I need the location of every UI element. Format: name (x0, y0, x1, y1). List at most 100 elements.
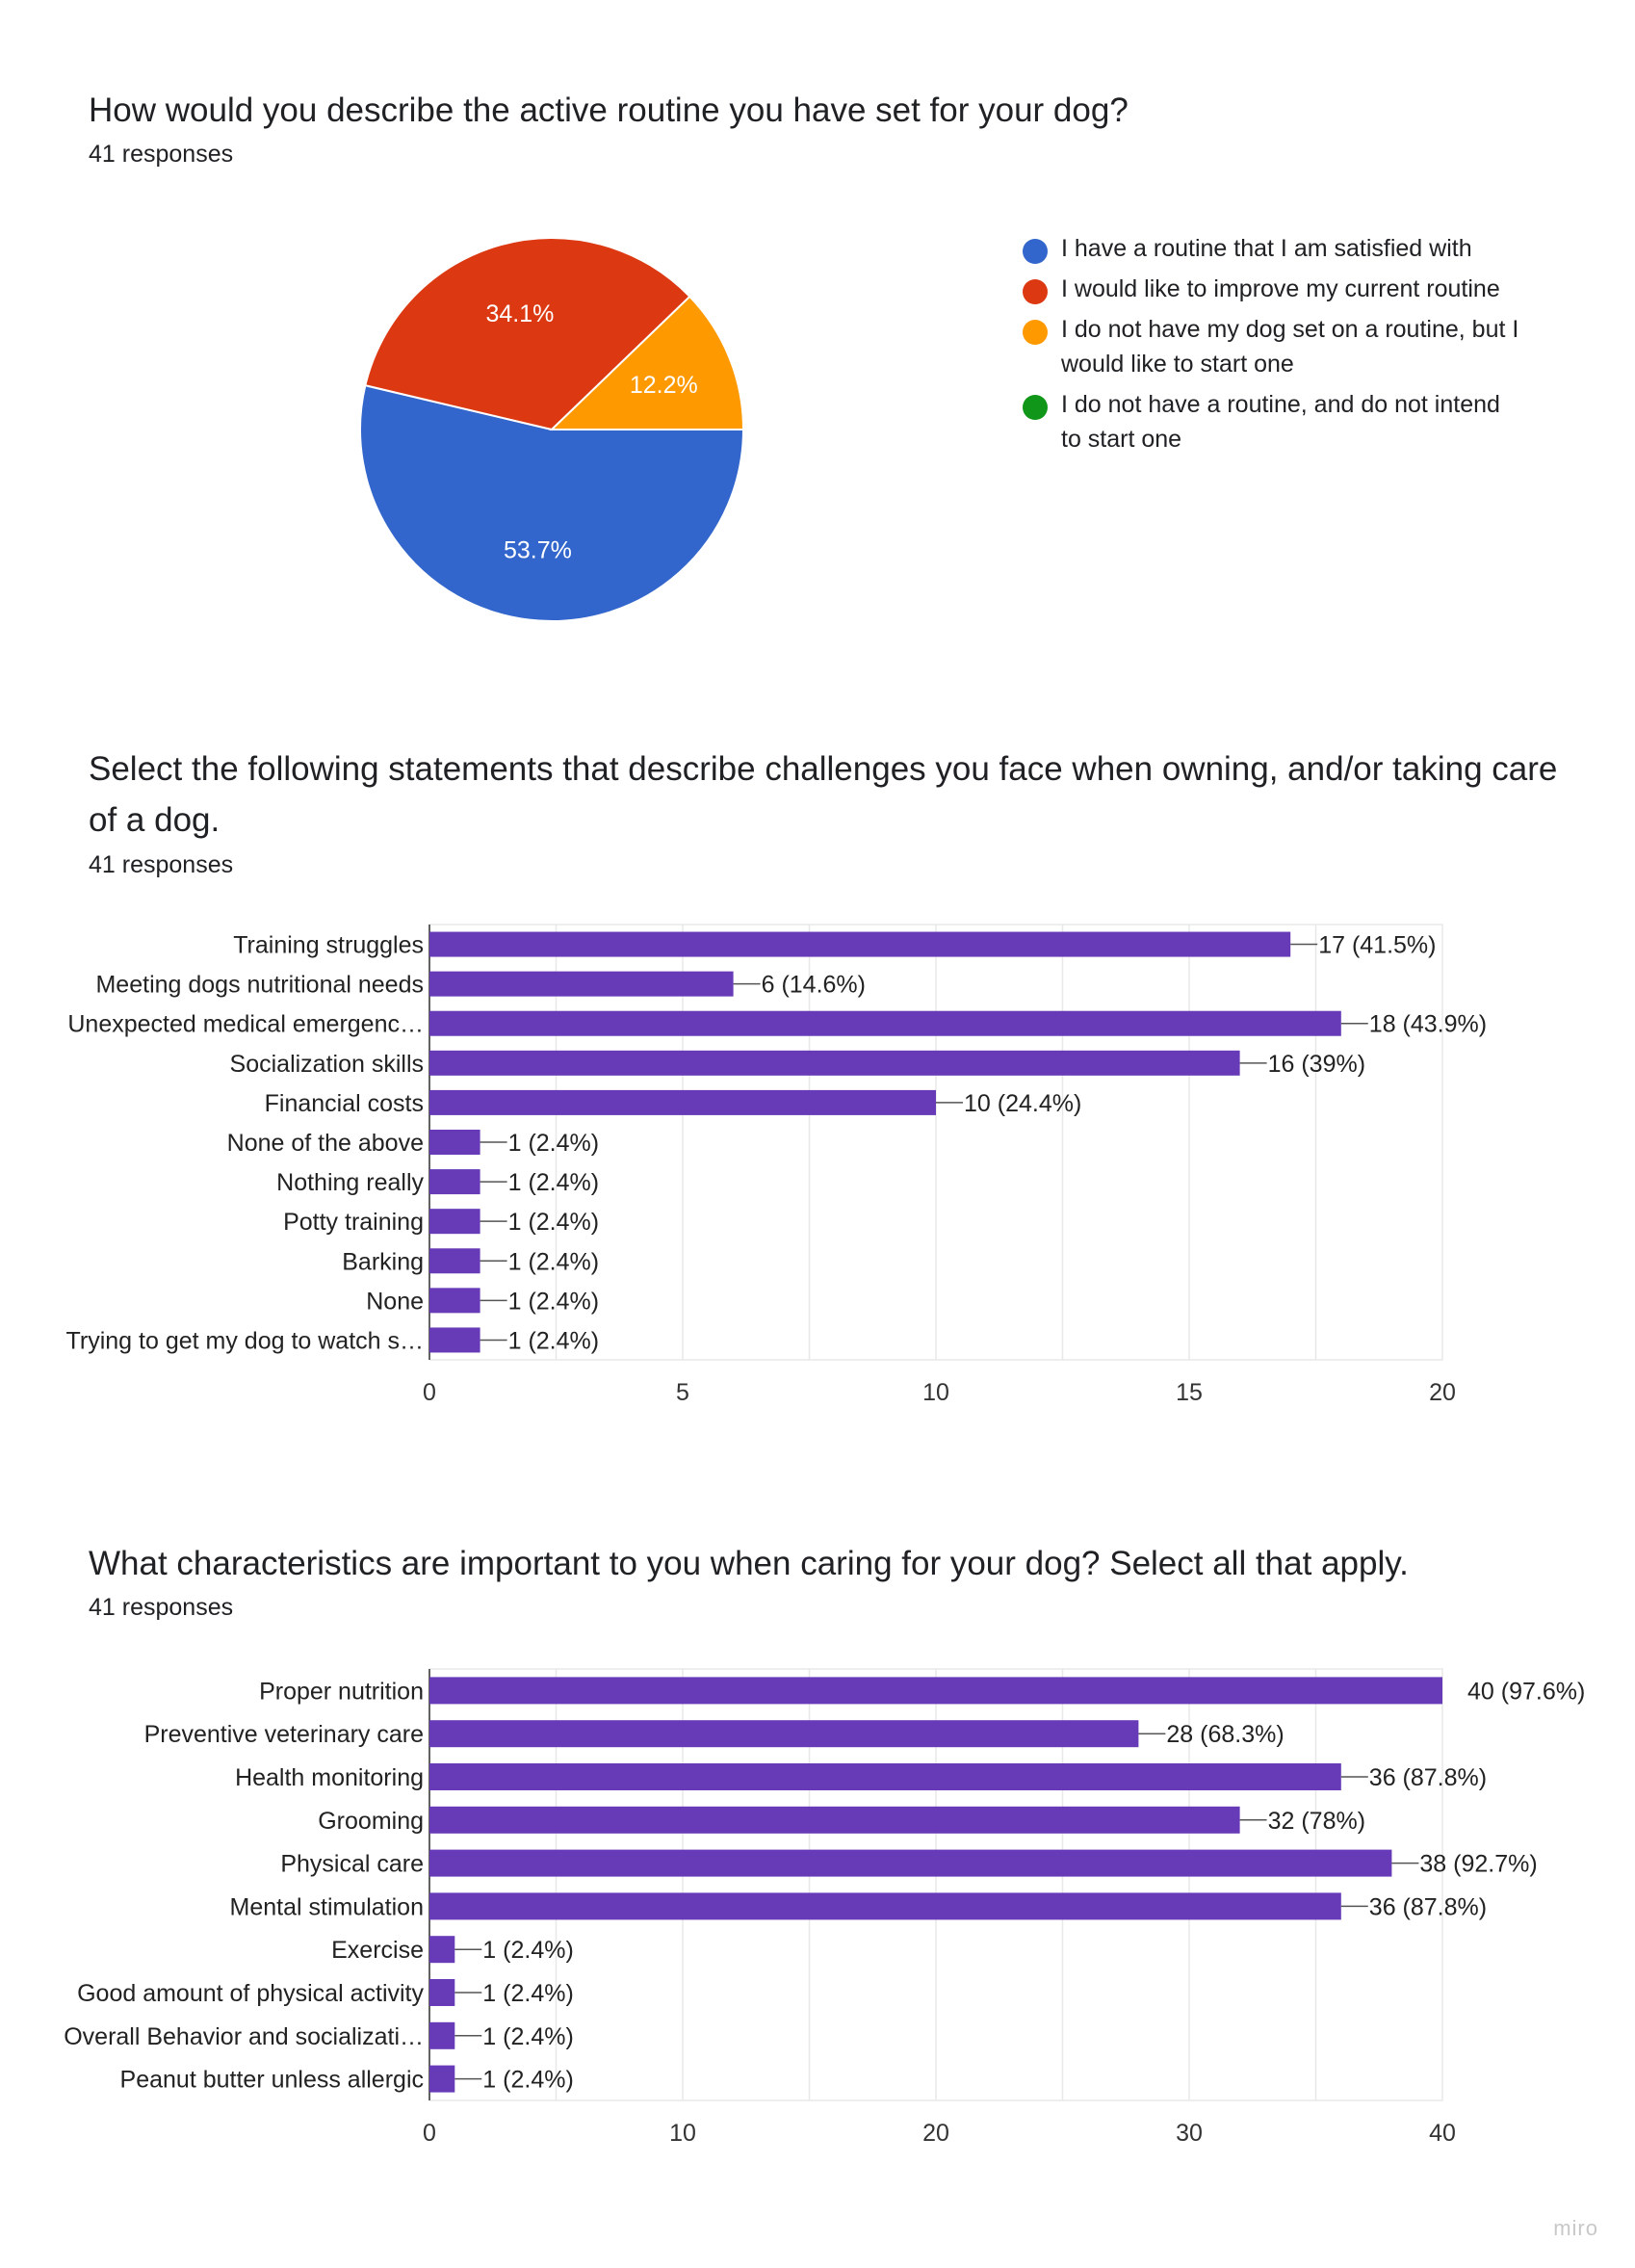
pie-slice-label-1: 53.7% (504, 537, 572, 564)
legend-label: I do not have my dog set on a routine, b… (1061, 316, 1519, 378)
legend-swatch (1023, 320, 1048, 345)
data-label: 38 (92.7%) (1419, 1851, 1537, 1878)
question-3-responses: 41 responses (89, 1594, 234, 1621)
legend-label: I have a routine that I am satisfied wit… (1061, 235, 1472, 262)
category-label: Unexpected medical emergenc… (67, 1011, 424, 1038)
category-label: Exercise (331, 1937, 424, 1964)
data-label: 1 (2.4%) (508, 1209, 599, 1236)
data-label: 1 (2.4%) (482, 1937, 573, 1964)
category-label: Overall Behavior and socializati… (64, 2023, 424, 2050)
bar (429, 1089, 936, 1115)
category-label: Proper nutrition (259, 1678, 424, 1705)
legend-item-3: I do not have my dog set on a routine, b… (1021, 312, 1521, 381)
bar (429, 1892, 1341, 1920)
bar-chart-3: 0 10 20 30 40 Proper nutrition 40 (97.6%) Preve… (64, 1668, 1585, 2147)
category-label: Nothing really (276, 1169, 424, 1196)
category-label: Training struggles (233, 932, 424, 959)
bar (429, 1806, 1240, 1834)
category-label: None (366, 1288, 424, 1315)
bar (429, 1849, 1392, 1877)
category-label: None of the above (227, 1130, 424, 1157)
legend-item-4: I do not have a routine, and do not inte… (1021, 387, 1521, 456)
legend-item-1: I have a routine that I am satisfied wit… (1021, 231, 1521, 266)
bar (429, 1288, 480, 1314)
data-label: 1 (2.4%) (482, 2023, 573, 2050)
legend-swatch (1023, 239, 1048, 264)
legend-item-2: I would like to improve my current routi… (1021, 272, 1521, 306)
bar (429, 1169, 480, 1195)
x-tick-label: 15 (1176, 1379, 1203, 1406)
bar (429, 2021, 455, 2049)
data-label: 1 (2.4%) (482, 1980, 573, 2007)
x-tick-label: 10 (922, 1379, 949, 1406)
bar (429, 971, 734, 997)
bar (429, 1248, 480, 1274)
category-label: Financial costs (265, 1090, 424, 1117)
data-label: 10 (24.4%) (964, 1090, 1081, 1117)
data-label: 1 (2.4%) (508, 1130, 599, 1157)
x-tick-label: 30 (1176, 2120, 1203, 2147)
data-label: 1 (2.4%) (508, 1248, 599, 1275)
data-label: 40 (97.6%) (1467, 1678, 1585, 1705)
category-label: Meeting dogs nutritional needs (95, 972, 424, 999)
pie-slice-label-2: 34.1% (485, 300, 554, 327)
data-label: 16 (39%) (1268, 1051, 1365, 1078)
category-label: Preventive veterinary care (144, 1721, 424, 1748)
pie-slice-label-3: 12.2% (630, 372, 698, 399)
category-label: Potty training (283, 1209, 424, 1236)
legend-label: I do not have a routine, and do not inte… (1061, 391, 1500, 453)
x-tick-label: 20 (1429, 1379, 1456, 1406)
bar (429, 931, 1291, 957)
bar (429, 1010, 1341, 1036)
data-label: 36 (87.8%) (1369, 1893, 1487, 1920)
x-tick-label: 10 (669, 2120, 696, 2147)
category-label: Trying to get my dog to watch s… (66, 1327, 424, 1354)
x-tick-label: 0 (423, 1379, 436, 1406)
legend-swatch (1023, 395, 1048, 420)
data-label: 1 (2.4%) (508, 1169, 599, 1196)
bar (429, 1763, 1341, 1790)
data-label: 32 (78%) (1268, 1808, 1365, 1835)
data-label: 1 (2.4%) (508, 1288, 599, 1315)
x-tick-label: 40 (1429, 2120, 1456, 2147)
bar (429, 1720, 1139, 1748)
question-1-responses: 41 responses (89, 141, 234, 168)
miro-watermark: miro (1553, 2216, 1598, 2240)
data-label: 17 (41.5%) (1318, 932, 1436, 959)
bar (429, 1050, 1240, 1076)
question-3-title: What characteristics are important to yo… (89, 1545, 1409, 1582)
x-tick-label: 0 (423, 2120, 436, 2147)
data-label: 18 (43.9%) (1369, 1011, 1487, 1038)
x-tick-label: 5 (676, 1379, 689, 1406)
bar (429, 1327, 480, 1353)
category-label: Good amount of physical activity (77, 1980, 424, 2007)
question-2-title: Select the following statements that des… (89, 750, 1558, 839)
x-tick-label: 20 (922, 2120, 949, 2147)
category-label: Peanut butter unless allergic (120, 2067, 424, 2094)
bar (429, 1130, 480, 1155)
pie-legend: I have a routine that I am satisfied wit… (1021, 231, 1521, 462)
data-label: 6 (14.6%) (762, 972, 866, 999)
bar (429, 1936, 455, 1964)
question-2-responses: 41 responses (89, 851, 234, 878)
category-label: Grooming (318, 1808, 424, 1835)
legend-label: I would like to improve my current routi… (1061, 275, 1500, 302)
data-label: 36 (87.8%) (1369, 1764, 1487, 1791)
pie-slice-2 (364, 237, 691, 431)
legend-swatch (1023, 279, 1048, 304)
pie-slice-3 (549, 295, 745, 430)
pie-slice-1 (359, 383, 745, 622)
data-label: 1 (2.4%) (508, 1327, 599, 1354)
category-label: Health monitoring (235, 1764, 424, 1791)
bar-chart-2: 0 5 10 15 20 Training struggles 17 (41.5%) Meet… (66, 924, 1487, 1406)
bar (429, 1209, 480, 1235)
question-1-title: How would you describe the active routin… (89, 91, 1129, 129)
category-label: Barking (342, 1248, 424, 1275)
category-label: Mental stimulation (230, 1893, 424, 1920)
bar (429, 1979, 455, 2006)
bar (429, 1677, 1442, 1705)
category-label: Physical care (280, 1851, 424, 1878)
bar (429, 2065, 455, 2093)
data-label: 1 (2.4%) (482, 2067, 573, 2094)
